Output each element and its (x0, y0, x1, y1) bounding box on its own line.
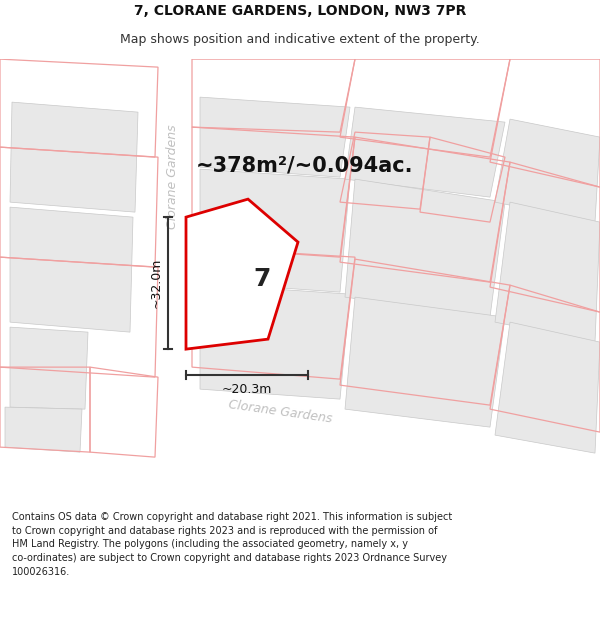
Polygon shape (200, 284, 350, 399)
Polygon shape (10, 102, 138, 212)
Text: Clorane Gardens: Clorane Gardens (167, 125, 179, 229)
Polygon shape (345, 107, 505, 197)
Polygon shape (345, 297, 505, 427)
Polygon shape (495, 322, 600, 453)
Text: 7: 7 (254, 268, 271, 291)
Polygon shape (5, 407, 82, 452)
Polygon shape (10, 327, 88, 409)
Polygon shape (495, 202, 600, 342)
Polygon shape (345, 179, 505, 317)
Text: Map shows position and indicative extent of the property.: Map shows position and indicative extent… (120, 32, 480, 46)
Text: ~378m²/~0.094ac.: ~378m²/~0.094ac. (196, 155, 413, 175)
Polygon shape (186, 199, 298, 349)
Text: Contains OS data © Crown copyright and database right 2021. This information is : Contains OS data © Crown copyright and d… (12, 512, 452, 577)
Polygon shape (495, 119, 600, 222)
Text: ~32.0m: ~32.0m (150, 258, 163, 308)
Polygon shape (200, 97, 350, 177)
Text: ~20.3m: ~20.3m (222, 383, 272, 396)
Text: 7, CLORANE GARDENS, LONDON, NW3 7PR: 7, CLORANE GARDENS, LONDON, NW3 7PR (134, 4, 466, 18)
Polygon shape (10, 207, 133, 332)
Polygon shape (152, 59, 192, 497)
Polygon shape (200, 169, 350, 292)
Polygon shape (400, 59, 600, 167)
Polygon shape (0, 379, 600, 497)
Text: Clorane Gardens: Clorane Gardens (227, 398, 333, 426)
